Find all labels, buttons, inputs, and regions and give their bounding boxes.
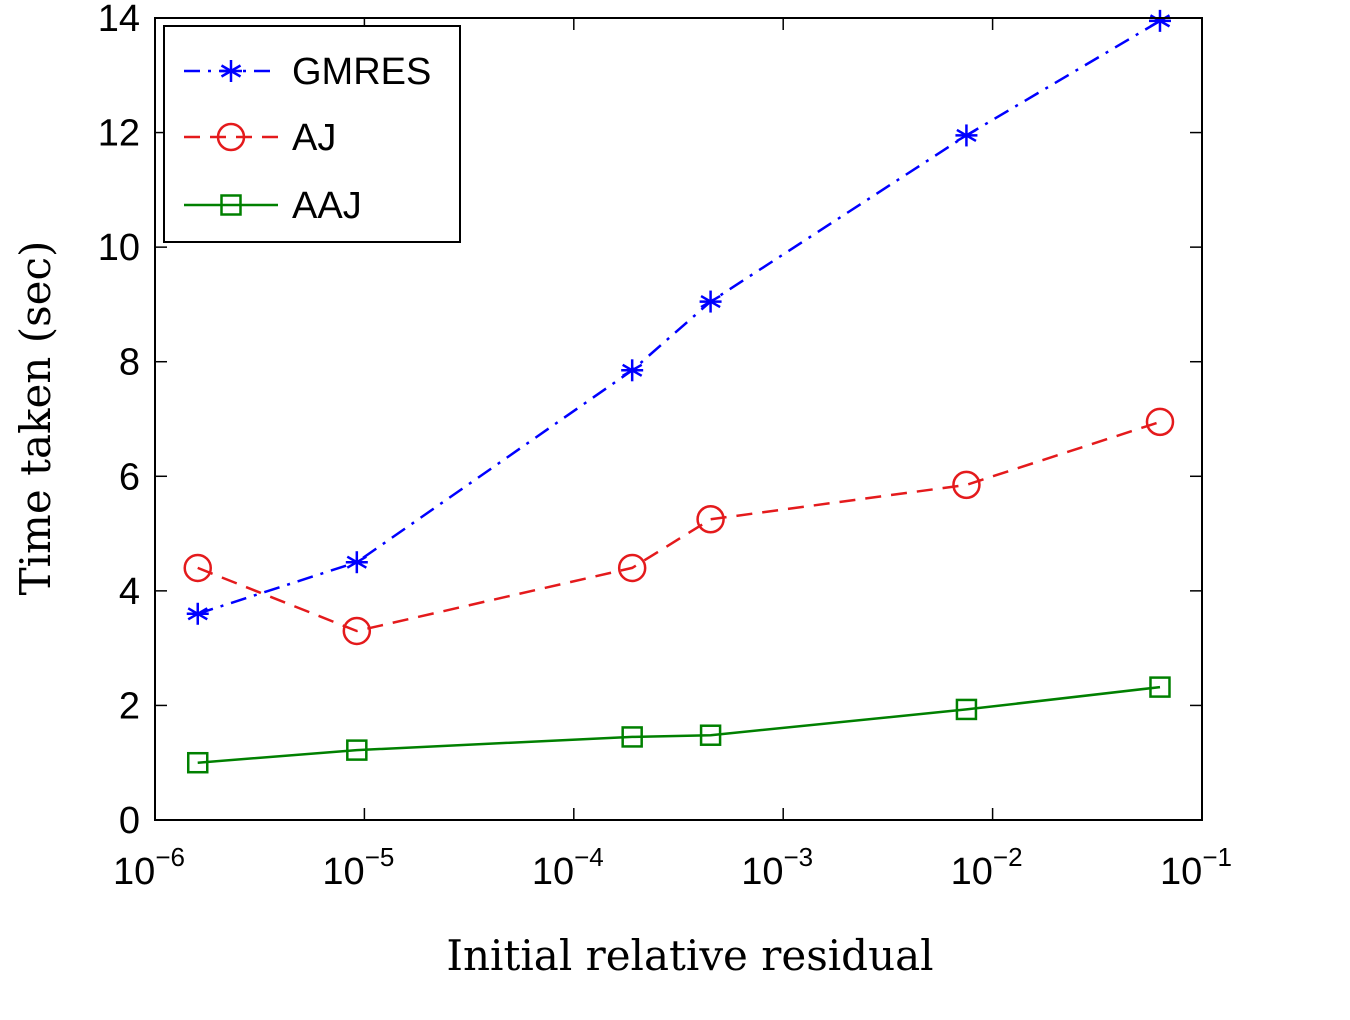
series-line-aaj	[197, 685, 1161, 764]
plot-frame	[154, 17, 1203, 821]
x-tick-base: 10	[113, 851, 155, 893]
series-aj	[183, 407, 1175, 646]
data-point-aj	[1145, 407, 1175, 437]
legend-label-gmres: GMRES	[292, 51, 431, 93]
x-tick-label: 10−2	[951, 842, 1023, 893]
y-tick-label: 6	[119, 456, 140, 498]
data-point-aj	[952, 470, 981, 500]
legend-marker-aaj	[220, 194, 242, 216]
y-tick-label: 12	[98, 113, 140, 155]
data-point-aaj	[1149, 676, 1171, 698]
x-tick-base: 10	[532, 851, 574, 893]
x-tick-label: 10−3	[741, 842, 813, 893]
x-tick-base: 10	[1160, 851, 1202, 893]
series-gmres	[186, 9, 1171, 625]
legend-item-gmres: GMRES	[184, 51, 431, 93]
legend-marker-aj	[216, 122, 246, 152]
legend: GMRES AJ AAJ	[163, 25, 461, 243]
data-point-gmres	[955, 124, 978, 147]
x-tick-exponent: −3	[784, 842, 814, 872]
legend-item-aaj: AAJ	[184, 185, 362, 227]
x-tick-base: 10	[322, 851, 364, 893]
y-tick-label: 2	[119, 685, 140, 727]
data-point-aaj	[955, 698, 978, 721]
legend-item-aj: AJ	[184, 117, 336, 159]
x-tick-exponent: −6	[155, 842, 185, 872]
x-tick-exponent: −5	[365, 842, 395, 872]
y-axis-title: Time taken (sec)	[11, 241, 60, 596]
legend-marker-gmres	[220, 60, 242, 82]
x-tick-label: 10−1	[1160, 842, 1232, 893]
y-tick-label: 4	[119, 571, 140, 613]
data-point-gmres	[621, 359, 644, 382]
data-point-aj	[617, 553, 647, 583]
data-point-aj	[696, 505, 725, 534]
x-tick-label: 10−4	[532, 842, 604, 893]
x-tick-exponent: −2	[993, 842, 1023, 872]
data-point-aaj	[621, 726, 643, 748]
y-tick-label: 10	[98, 227, 140, 269]
data-point-aaj	[186, 751, 209, 774]
legend-box	[163, 25, 461, 243]
data-point-aaj	[346, 739, 368, 761]
y-tick-label: 8	[119, 342, 140, 384]
series-aaj	[186, 676, 1171, 774]
data-point-aj	[342, 616, 372, 646]
x-tick-exponent: −4	[574, 842, 604, 872]
y-tick-label: 0	[119, 800, 140, 842]
series-layer	[183, 9, 1175, 774]
data-point-aaj	[699, 724, 722, 746]
x-tick-label: 10−6	[113, 842, 185, 893]
data-point-gmres	[345, 551, 368, 574]
y-tick-label: 14	[98, 0, 140, 40]
legend-label-aj: AJ	[292, 117, 336, 159]
x-axis-title: Initial relative residual	[446, 931, 933, 980]
x-tick-exponent: −1	[1202, 842, 1232, 872]
data-point-gmres	[699, 290, 722, 313]
x-tick-label: 10−5	[322, 842, 394, 893]
legend-label-aaj: AAJ	[292, 185, 362, 227]
data-point-gmres	[186, 602, 209, 625]
legend-items: GMRES AJ AAJ	[184, 51, 431, 227]
series-line-gmres	[197, 19, 1161, 615]
x-tick-base: 10	[741, 851, 783, 893]
data-point-aj	[183, 553, 212, 583]
x-tick-base: 10	[951, 851, 993, 893]
series-line-aj	[197, 420, 1161, 633]
